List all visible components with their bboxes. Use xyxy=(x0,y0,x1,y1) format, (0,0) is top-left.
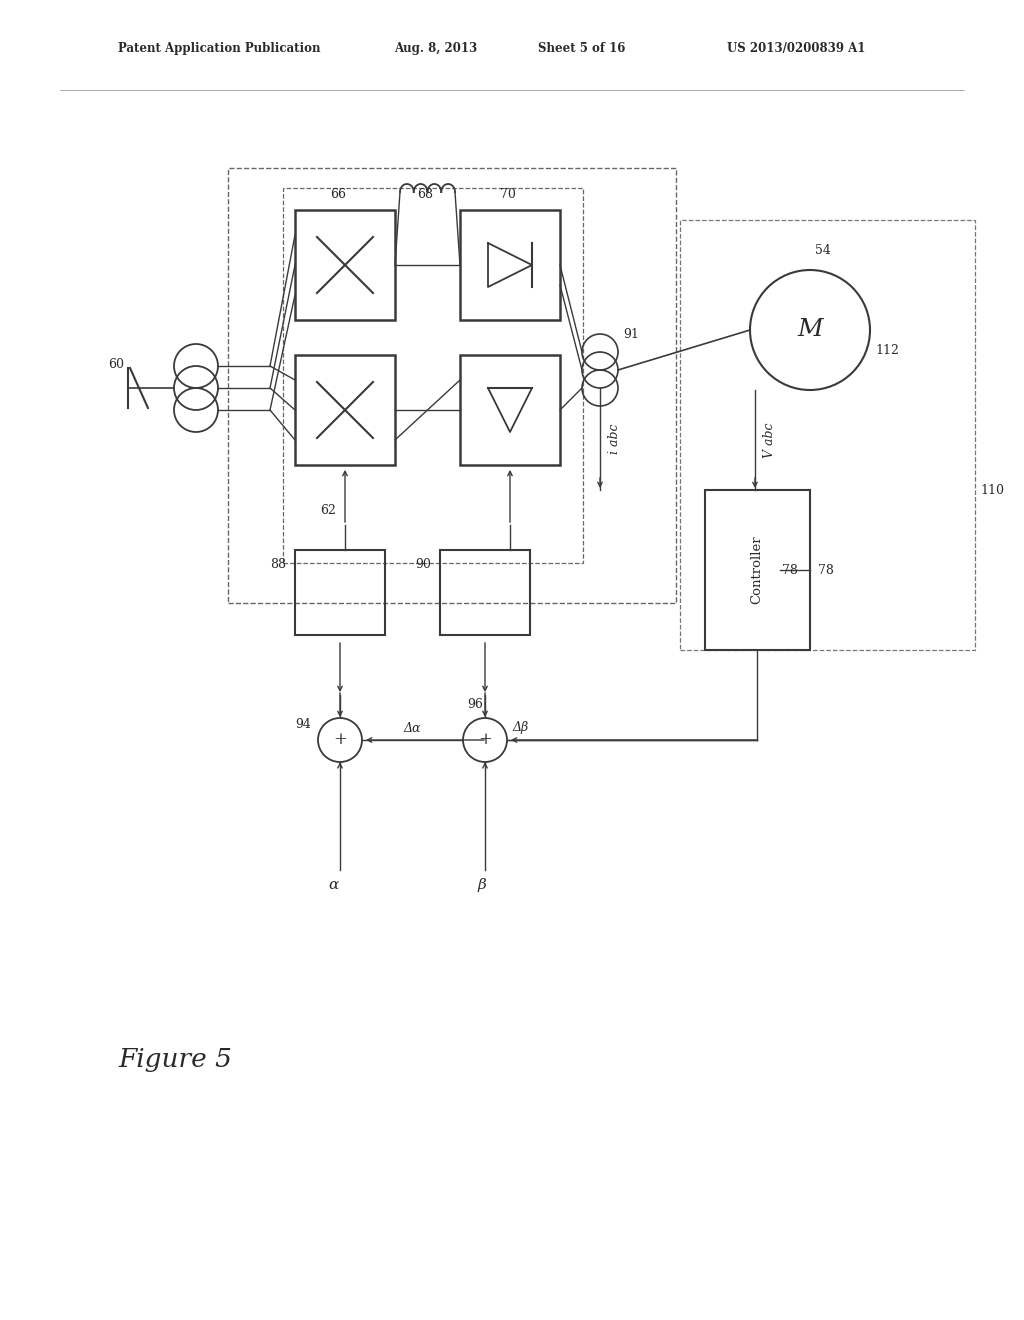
Text: 78: 78 xyxy=(818,564,834,577)
Text: 60: 60 xyxy=(108,359,124,371)
Bar xyxy=(295,355,395,465)
Text: Aug. 8, 2013: Aug. 8, 2013 xyxy=(394,42,477,54)
Text: Patent Application Publication: Patent Application Publication xyxy=(118,42,321,54)
Bar xyxy=(460,210,560,319)
Bar xyxy=(460,355,560,465)
Text: Δβ: Δβ xyxy=(512,722,528,734)
Text: +: + xyxy=(478,731,492,748)
Text: 66: 66 xyxy=(330,189,346,202)
Text: +: + xyxy=(333,731,347,748)
Text: 112: 112 xyxy=(874,343,899,356)
Circle shape xyxy=(463,718,507,762)
Bar xyxy=(295,210,395,319)
Text: 70: 70 xyxy=(500,189,516,202)
Text: β: β xyxy=(477,878,485,892)
Bar xyxy=(705,490,810,649)
Circle shape xyxy=(318,718,362,762)
Bar xyxy=(680,220,975,649)
Bar xyxy=(283,187,583,564)
Polygon shape xyxy=(488,388,532,432)
Bar xyxy=(228,168,676,603)
Text: 62: 62 xyxy=(319,503,336,516)
Text: α: α xyxy=(328,878,338,892)
Text: i abc: i abc xyxy=(608,424,621,454)
Polygon shape xyxy=(488,243,532,286)
Text: 94: 94 xyxy=(295,718,311,731)
Bar xyxy=(440,550,530,635)
Text: US 2013/0200839 A1: US 2013/0200839 A1 xyxy=(727,42,865,54)
Text: 96: 96 xyxy=(467,698,483,711)
Bar xyxy=(295,550,385,635)
Text: 78: 78 xyxy=(782,564,798,577)
Text: Sheet 5 of 16: Sheet 5 of 16 xyxy=(538,42,625,54)
Text: 54: 54 xyxy=(815,243,830,256)
Text: Δα: Δα xyxy=(403,722,421,734)
Text: 91: 91 xyxy=(623,329,639,342)
Text: Controller: Controller xyxy=(751,536,764,605)
Text: 68: 68 xyxy=(417,189,433,202)
Text: M: M xyxy=(798,318,823,342)
Text: Figure 5: Figure 5 xyxy=(118,1048,231,1072)
Text: 90: 90 xyxy=(415,558,431,572)
Text: 110: 110 xyxy=(980,483,1004,496)
Text: V abc: V abc xyxy=(763,422,776,458)
Text: 88: 88 xyxy=(270,558,286,572)
